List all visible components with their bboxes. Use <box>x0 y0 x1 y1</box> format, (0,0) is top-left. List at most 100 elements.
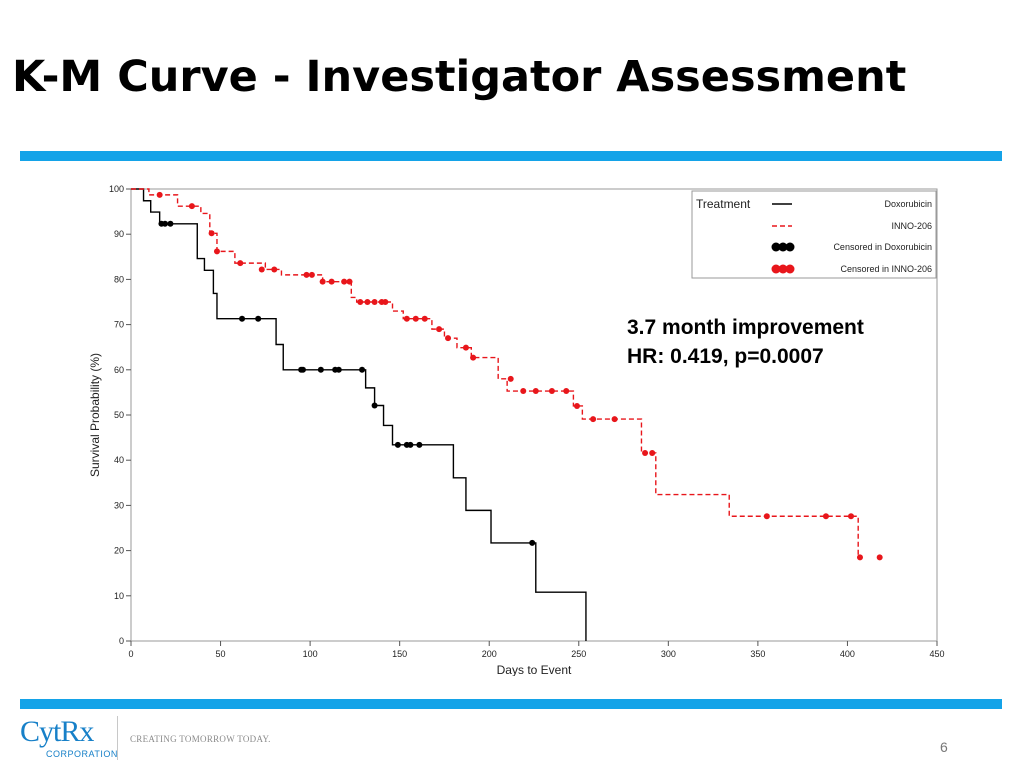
censored-marker-inno-206 <box>271 266 278 273</box>
y-tick-label: 0 <box>119 636 124 646</box>
y-tick-label: 90 <box>114 229 124 239</box>
legend-marker-inno-206 <box>785 264 795 274</box>
top-accent-rule <box>20 151 1002 161</box>
censored-marker-inno-206 <box>308 271 315 278</box>
legend-marker-doxorubicin <box>785 242 795 252</box>
censored-marker-inno-206 <box>341 278 348 285</box>
censored-marker-inno-206 <box>470 354 477 361</box>
censored-marker-doxorubicin <box>255 315 262 322</box>
x-tick-label: 300 <box>661 649 676 659</box>
censored-marker-doxorubicin <box>416 441 423 448</box>
legend-box <box>691 190 937 279</box>
y-tick-label: 80 <box>114 274 124 284</box>
censored-marker-inno-206 <box>258 266 265 273</box>
censored-marker-inno-206 <box>763 513 770 520</box>
censored-marker-doxorubicin <box>317 366 324 373</box>
legend-entry-label: INNO-206 <box>891 221 932 231</box>
censored-marker-inno-206 <box>208 230 215 237</box>
x-axis-title: Days to Event <box>497 663 572 676</box>
y-tick-label: 70 <box>114 320 124 330</box>
legend-entry-label: Doxorubicin <box>884 199 932 209</box>
x-tick-label: 450 <box>929 649 944 659</box>
improvement-text: 3.7 month improvement <box>627 316 864 339</box>
censored-marker-inno-206 <box>590 416 597 423</box>
censored-marker-inno-206 <box>520 388 527 395</box>
legend-entry-label: Censored in Doxorubicin <box>833 242 932 252</box>
improvement-annotation: 3.7 month improvement HR: 0.419, p=0.000… <box>627 313 864 371</box>
censored-marker-inno-206 <box>371 299 378 305</box>
censored-marker-inno-206 <box>573 402 580 409</box>
legend-marker-inno-206 <box>771 264 781 274</box>
x-tick-label: 250 <box>571 649 586 659</box>
page-number: 6 <box>940 739 948 755</box>
x-tick-label: 50 <box>216 649 226 659</box>
censored-marker-inno-206 <box>156 191 163 198</box>
censored-marker-inno-206 <box>357 299 364 305</box>
censored-marker-inno-206 <box>403 315 410 322</box>
y-tick-label: 40 <box>114 455 124 465</box>
series-line-doxorubicin <box>131 188 587 641</box>
censored-marker-doxorubicin <box>335 366 342 373</box>
y-tick-label: 100 <box>109 184 124 194</box>
censored-marker-inno-206 <box>856 554 863 561</box>
x-tick-label: 100 <box>303 649 318 659</box>
hazard-ratio-text: HR: 0.419, p=0.0007 <box>627 345 824 368</box>
x-tick-label: 200 <box>482 649 497 659</box>
censored-marker-doxorubicin <box>529 539 536 546</box>
censored-marker-inno-206 <box>382 299 389 305</box>
censored-marker-inno-206 <box>649 449 656 456</box>
legend-marker-inno-206 <box>778 264 788 274</box>
censored-marker-doxorubicin <box>239 315 246 322</box>
censored-marker-inno-206 <box>364 299 371 305</box>
censored-marker-inno-206 <box>328 278 335 285</box>
x-tick-label: 150 <box>392 649 407 659</box>
censored-marker-inno-206 <box>346 278 353 285</box>
page-title: K-M Curve - Investigator Assessment <box>12 52 907 102</box>
km-chart-svg: 0 50 100 150 200 250 300 350 400 450 0 10 20 30 40 50 60… <box>88 184 945 676</box>
legend-marker-doxorubicin <box>771 242 781 252</box>
censored-marker-inno-206 <box>462 344 469 351</box>
y-tick-label: 60 <box>114 365 124 375</box>
censored-marker-inno-206 <box>421 315 428 322</box>
censored-marker-doxorubicin <box>299 366 306 373</box>
censored-marker-inno-206 <box>213 248 220 255</box>
logo-divider <box>117 716 118 760</box>
censored-marker-inno-206 <box>412 315 419 322</box>
censored-marker-inno-206 <box>532 388 539 395</box>
bottom-accent-rule <box>20 699 1002 709</box>
y-tick-label: 10 <box>114 591 124 601</box>
legend-title: Treatment <box>696 197 751 211</box>
chart-legend: Treatment Doxorubicin INNO-206 Censored in … <box>691 190 937 279</box>
censored-marker-doxorubicin <box>359 366 366 373</box>
censored-marker-doxorubicin <box>407 441 414 448</box>
company-logo-name: CytRx <box>20 715 94 748</box>
censored-marker-inno-206 <box>548 388 555 395</box>
km-chart: 0 50 100 150 200 250 300 350 400 450 0 10 20 30 40 50 60… <box>78 178 952 676</box>
chart-axes: 0 50 100 150 200 250 300 350 400 450 0 10 20 30 40 50 60… <box>88 184 945 676</box>
censored-marker-inno-206 <box>642 449 649 456</box>
company-logo-subtitle: CORPORATION <box>46 749 118 759</box>
y-axis-title: Survival Probability (%) <box>88 353 102 477</box>
legend-entry-label: Censored in INNO-206 <box>840 264 932 274</box>
censored-marker-inno-206 <box>436 326 443 333</box>
censored-marker-inno-206 <box>507 375 514 382</box>
censored-marker-doxorubicin <box>371 402 378 409</box>
censored-marker-inno-206 <box>611 416 618 423</box>
y-tick-label: 30 <box>114 500 124 510</box>
y-tick-label: 20 <box>114 546 124 556</box>
censored-marker-inno-206 <box>848 513 855 520</box>
company-tagline: CREATING TOMORROW TODAY. <box>130 734 271 744</box>
censored-marker-inno-206 <box>822 513 829 520</box>
censored-marker-inno-206 <box>563 388 570 395</box>
censored-marker-inno-206 <box>303 271 310 278</box>
x-tick-label: 350 <box>750 649 765 659</box>
y-tick-label: 50 <box>114 410 124 420</box>
series-line-inno-206 <box>131 188 859 558</box>
censored-marker-inno-206 <box>445 335 452 342</box>
censored-marker-doxorubicin <box>162 220 169 227</box>
censored-marker-inno-206 <box>319 278 326 285</box>
censored-marker-inno-206 <box>876 554 883 561</box>
company-logo: CytRx CORPORATION <box>20 715 118 761</box>
censored-marker-doxorubicin <box>167 220 174 227</box>
chart-series <box>131 188 883 641</box>
